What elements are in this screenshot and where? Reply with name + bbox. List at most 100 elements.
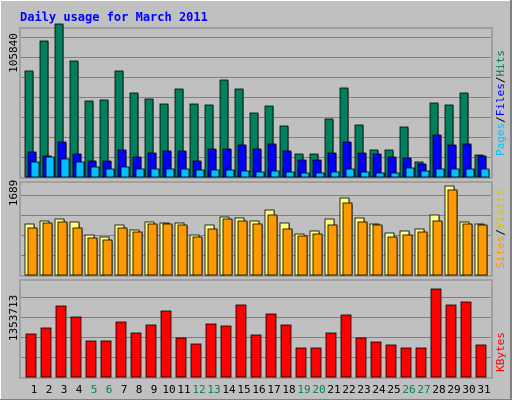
bar-sites-day-12	[192, 236, 203, 276]
x-tick-label-20: 20	[312, 383, 325, 396]
bar-kbytes-day-2	[40, 327, 52, 378]
bar-sites-day-17	[267, 214, 278, 276]
bar-kbytes-day-18	[280, 324, 292, 378]
x-tick-label-30: 30	[462, 383, 475, 396]
bar-kbytes-day-4	[70, 316, 82, 378]
bar-kbytes-day-20	[310, 347, 322, 378]
x-tick-label-14: 14	[222, 383, 236, 396]
kbytes-panel: 1353713 KBytes	[7, 279, 507, 379]
x-tick-label-21: 21	[327, 383, 340, 396]
bar-kbytes-day-17	[265, 313, 277, 378]
x-tick-label-18: 18	[282, 383, 295, 396]
x-tick-label-25: 25	[387, 383, 400, 396]
x-tick-label-1: 1	[31, 383, 38, 396]
sites-visits-panel: 1689 Sites/Visits	[7, 180, 507, 277]
x-tick-label-3: 3	[61, 383, 68, 396]
bar-kbytes-day-10	[160, 310, 172, 378]
bar-kbytes-day-9	[145, 324, 157, 378]
bar-kbytes-day-12	[190, 343, 202, 378]
bar-sites-day-8	[132, 231, 143, 276]
bar-kbytes-day-24	[370, 341, 382, 378]
y-max-label: 1689	[7, 180, 20, 207]
bar-sites-day-24	[372, 224, 383, 276]
right-axis-legend: Sites/Visits	[494, 189, 507, 269]
bar-sites-day-23	[357, 221, 368, 276]
hits-files-pages-panel: 105840 Pages/Files/Hits	[7, 23, 507, 179]
bar-sites-day-30	[462, 223, 473, 276]
x-tick-label-13: 13	[207, 383, 220, 396]
legend-separator: /	[494, 229, 507, 236]
bar-group	[25, 288, 487, 378]
bar-kbytes-day-7	[115, 321, 127, 378]
bar-sites-day-10	[162, 223, 173, 276]
bar-sites-day-25	[387, 236, 398, 276]
bar-sites-day-26	[402, 234, 413, 276]
bar-pages-day-10	[165, 168, 175, 178]
bar-kbytes-day-8	[130, 332, 142, 378]
bar-sites-day-9	[147, 223, 158, 276]
bar-group	[24, 23, 490, 178]
bar-kbytes-day-13	[205, 323, 217, 378]
bar-kbytes-day-22	[340, 314, 352, 378]
bar-group	[24, 185, 488, 276]
bar-kbytes-day-23	[355, 337, 367, 378]
bar-pages-day-24	[375, 172, 385, 178]
bar-kbytes-day-14	[220, 325, 232, 378]
chart-title: Daily usage for March 2011	[20, 10, 208, 24]
bar-pages-day-5	[90, 166, 100, 178]
bar-kbytes-day-27	[415, 347, 427, 378]
bar-sites-day-2	[42, 222, 53, 276]
legend-sites: Sites	[494, 236, 507, 269]
y-max-label: 105840	[7, 33, 20, 73]
bar-kbytes-day-30	[460, 301, 472, 378]
right-axis-legend: KBytes	[494, 332, 507, 372]
bar-kbytes-day-11	[175, 337, 187, 378]
bar-sites-day-1	[27, 227, 38, 276]
x-tick-label-6: 6	[106, 383, 113, 396]
bar-sites-day-20	[312, 233, 323, 276]
bar-sites-day-29	[447, 189, 458, 276]
bar-pages-day-22	[345, 168, 355, 178]
bar-sites-day-21	[327, 224, 338, 276]
x-tick-label-9: 9	[151, 383, 158, 396]
bar-pages-day-29	[450, 168, 460, 178]
bar-sites-day-22	[342, 202, 353, 276]
bar-pages-day-2	[45, 156, 55, 178]
x-tick-label-19: 19	[297, 383, 310, 396]
x-tick-label-16: 16	[252, 383, 265, 396]
bar-sites-day-15	[237, 220, 248, 276]
bar-pages-day-15	[240, 170, 250, 178]
legend-pages: Pages	[494, 123, 507, 156]
bar-pages-day-4	[75, 161, 85, 178]
bar-pages-day-25	[390, 172, 400, 178]
bar-sites-day-13	[207, 228, 218, 276]
x-tick-label-29: 29	[447, 383, 460, 396]
x-tick-label-11: 11	[177, 383, 190, 396]
bar-sites-day-11	[177, 224, 188, 276]
bar-pages-day-20	[315, 172, 325, 178]
bar-pages-day-3	[60, 158, 70, 178]
bar-pages-day-6	[105, 168, 115, 178]
bar-pages-day-26	[405, 167, 415, 178]
bar-kbytes-day-1	[25, 333, 37, 378]
legend-kbytes: KBytes	[494, 332, 507, 372]
legend-visits: Visits	[494, 189, 507, 229]
x-tick-label-8: 8	[136, 383, 143, 396]
bar-sites-day-7	[117, 227, 128, 276]
bar-kbytes-day-19	[295, 347, 307, 378]
bar-pages-day-18	[285, 171, 295, 178]
right-axis-legend: Pages/Files/Hits	[494, 50, 507, 156]
bar-pages-day-21	[330, 171, 340, 178]
bar-kbytes-day-31	[475, 344, 487, 378]
bar-kbytes-day-21	[325, 332, 337, 378]
bar-kbytes-day-16	[250, 334, 262, 378]
bar-kbytes-day-29	[445, 304, 457, 378]
panel-frame	[19, 279, 493, 379]
legend-separator: /	[494, 116, 507, 123]
x-tick-label-22: 22	[342, 383, 355, 396]
x-tick-label-23: 23	[357, 383, 370, 396]
